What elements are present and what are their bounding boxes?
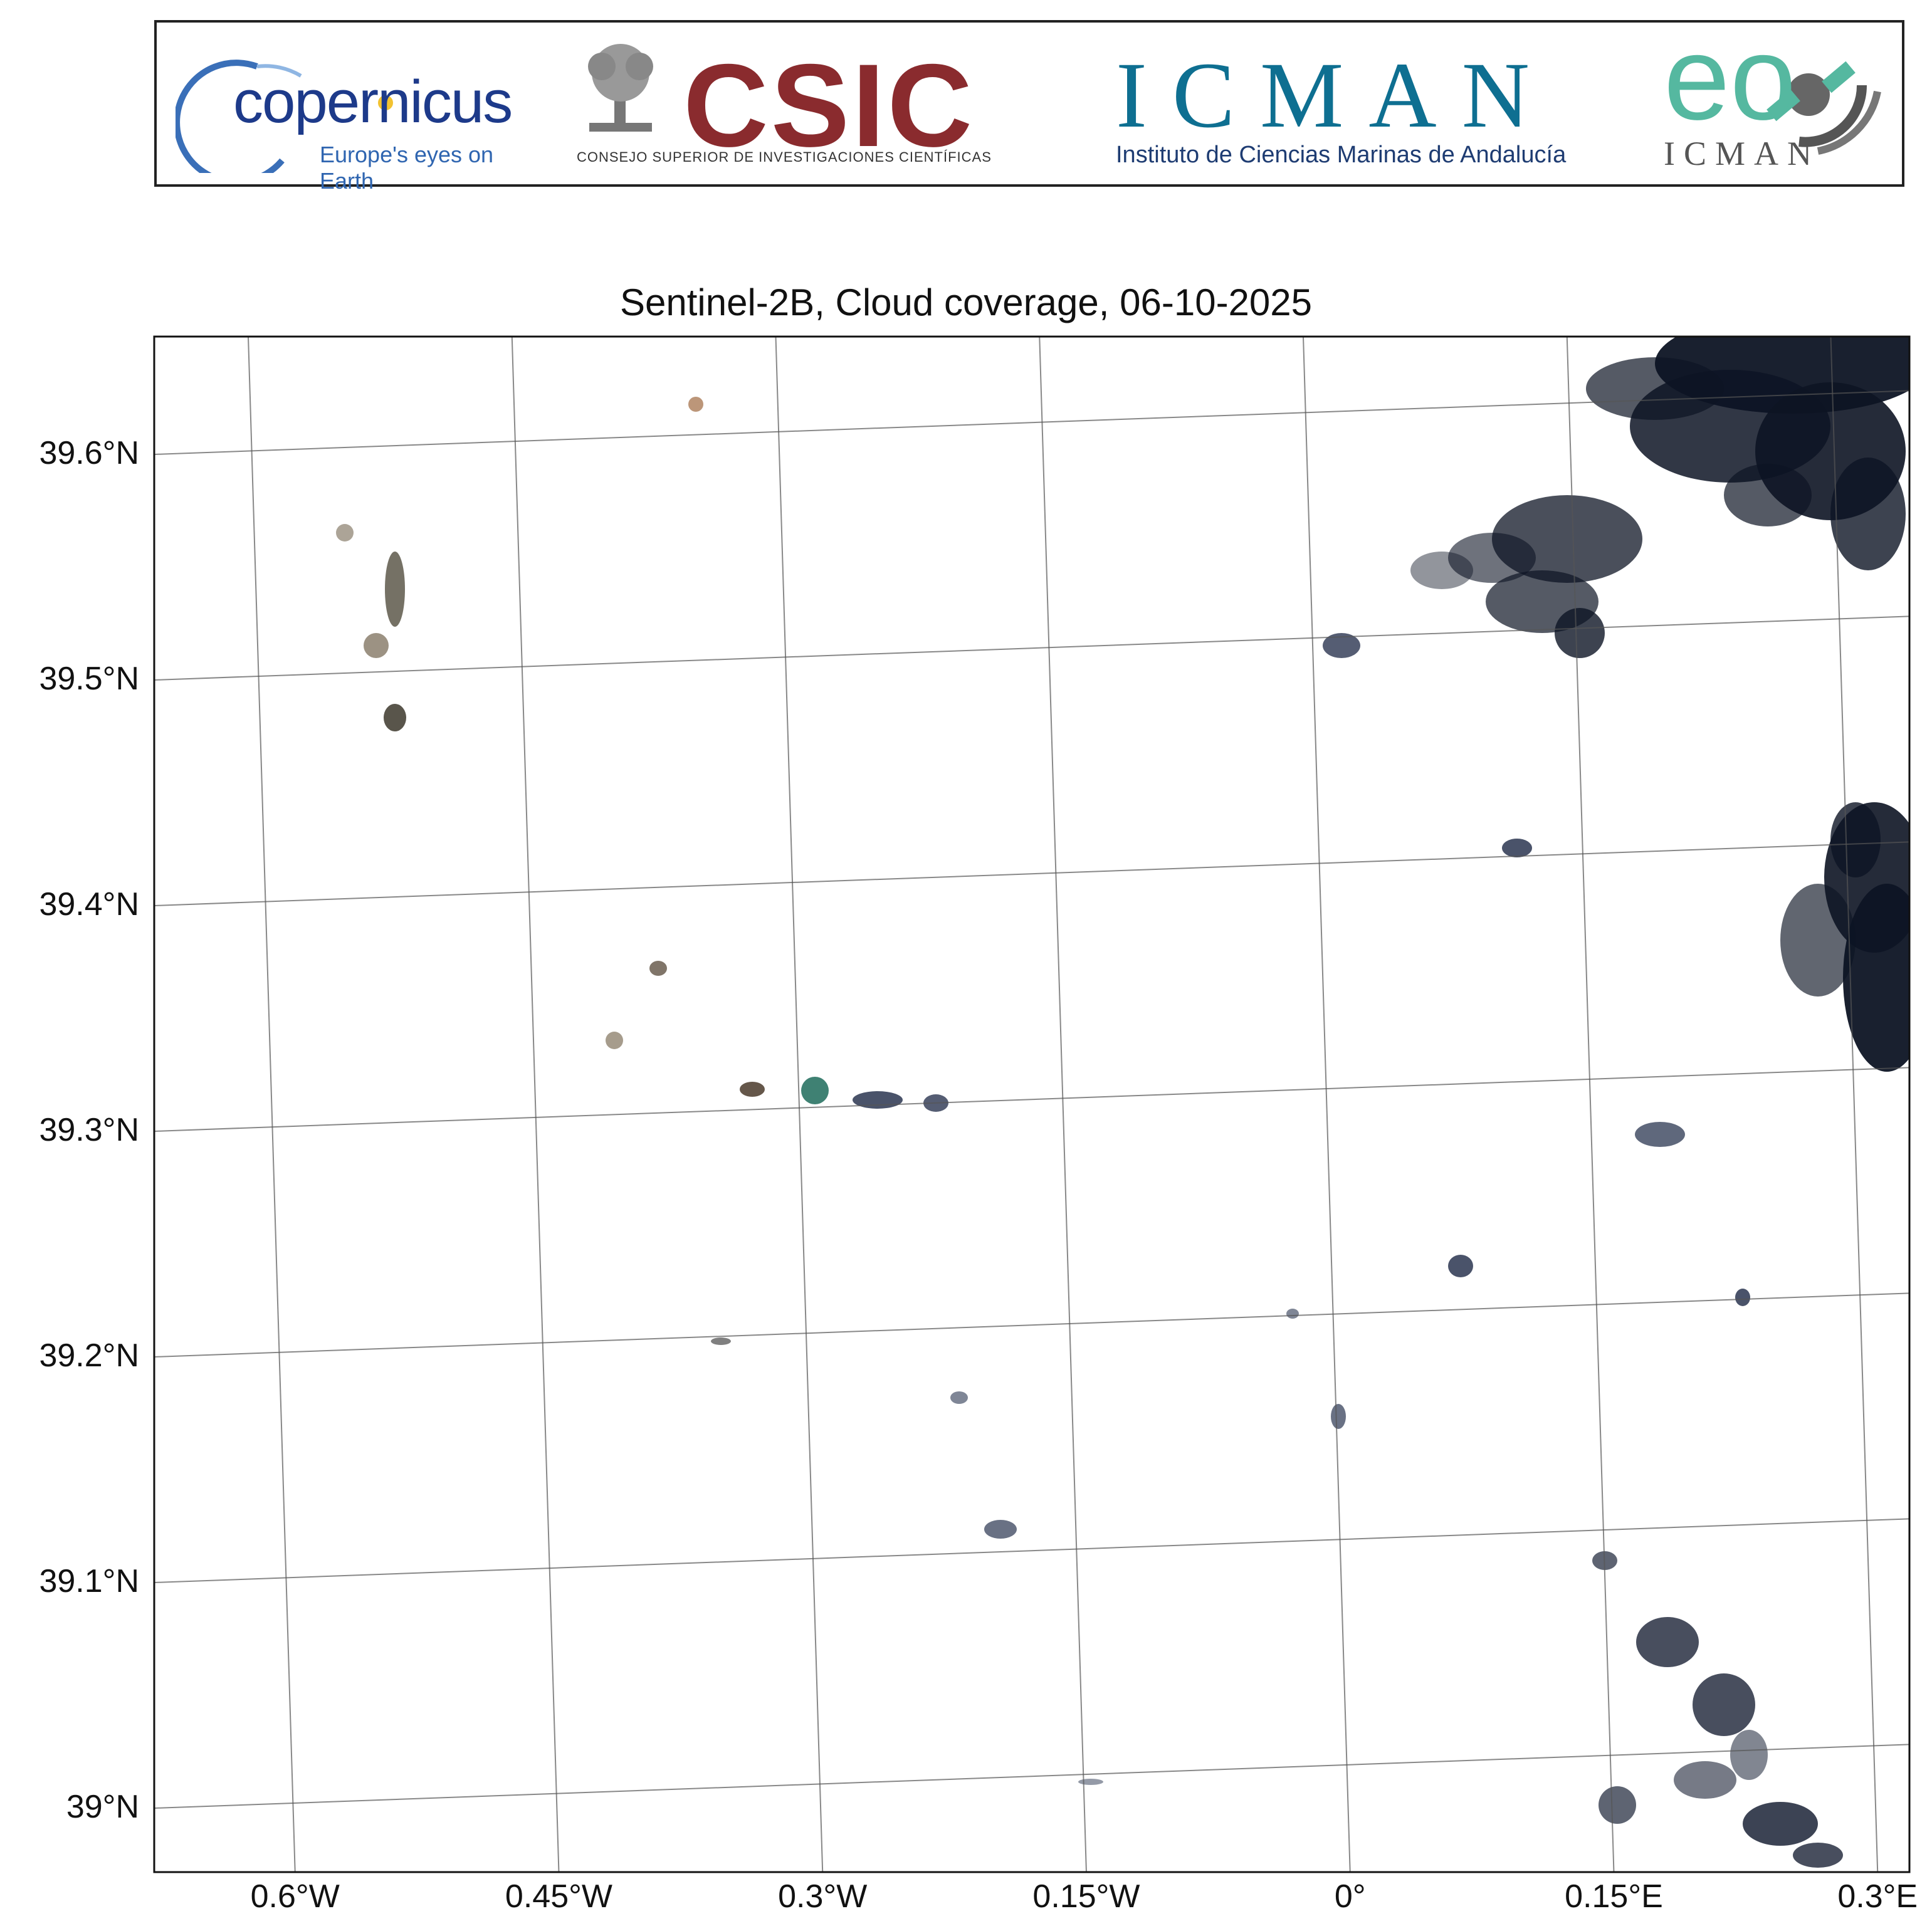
lon-label-2: 0.3°W [778, 1878, 868, 1915]
icman-subtitle: Instituto de Ciencias Marinas de Andaluc… [1116, 142, 1567, 168]
lat-gridline-4 [154, 1292, 1909, 1358]
eo-wordmark: eo [1664, 12, 1797, 145]
lat-gridline-6 [154, 1744, 1909, 1809]
lon-gridline-4 [1303, 337, 1351, 1872]
cloud-patches-southeast [1592, 1551, 1843, 1868]
lon-label-5: 0.15°E [1565, 1878, 1663, 1915]
csic-wordmark: CSIC [683, 39, 975, 171]
lon-gridline-6 [1830, 337, 1879, 1872]
lon-label-1: 0.45°W [505, 1878, 613, 1915]
icman-wordmark: ICMAN [1116, 43, 1555, 147]
cloud-layer [336, 337, 1909, 1868]
copernicus-tagline: Europe's eyes on Earth [320, 142, 494, 194]
lon-label-3: 0.15°W [1032, 1878, 1140, 1915]
csic-logo: CSIC Consejo Superior de Investigaciones… [577, 39, 1078, 173]
icman-logo: ICMAN Instituto de Ciencias Marinas de A… [1116, 41, 1630, 173]
lat-gridline-0 [154, 390, 1909, 455]
lon-label-0: 0.6°W [250, 1878, 340, 1915]
lon-gridline-2 [775, 337, 824, 1872]
lat-label-0: 39.6°N [39, 435, 139, 471]
lat-label-1: 39.5°N [39, 661, 139, 697]
satellite-icon [1767, 61, 1881, 155]
copernicus-wordmark: copernicus [233, 68, 513, 135]
lat-gridline-5 [154, 1518, 1909, 1583]
lat-label-3: 39.3°N [39, 1112, 139, 1148]
eo-subtitle: ICMAN [1664, 135, 1821, 172]
lon-label-4: 0° [1334, 1878, 1366, 1915]
csic-subtitle: Consejo Superior de Investigaciones Cien… [577, 149, 992, 165]
lat-label-6: 39°N [66, 1789, 139, 1825]
logo-banner: copernicus Europe's eyes on Earth CSIC C… [154, 12, 1904, 194]
lat-label-4: 39.2°N [39, 1337, 139, 1374]
graticule [154, 337, 1909, 1872]
lon-label-6: 0.3°E [1837, 1878, 1918, 1915]
lon-gridline-1 [511, 337, 560, 1872]
cloud-patches-scattered [853, 633, 1750, 1785]
eo-logo: eo ICMAN [1655, 12, 1893, 179]
lat-gridline-2 [154, 841, 1909, 906]
lat-label-5: 39.1°N [39, 1563, 139, 1599]
map-frame [153, 335, 1911, 1873]
map-title: Sentinel-2B, Cloud coverage, 06-10-2025 [619, 281, 1313, 323]
map-background [154, 337, 1909, 1872]
lon-gridline-0 [248, 337, 296, 1872]
lat-label-2: 39.4°N [39, 886, 139, 923]
tree-emblem-icon [588, 44, 653, 132]
land-features-west [336, 397, 829, 1345]
lon-gridline-3 [1039, 337, 1087, 1872]
cloud-mass-northeast [1410, 337, 1909, 658]
lon-gridline-5 [1566, 337, 1615, 1872]
lat-gridline-3 [154, 1067, 1909, 1132]
lat-gridline-1 [154, 615, 1909, 681]
